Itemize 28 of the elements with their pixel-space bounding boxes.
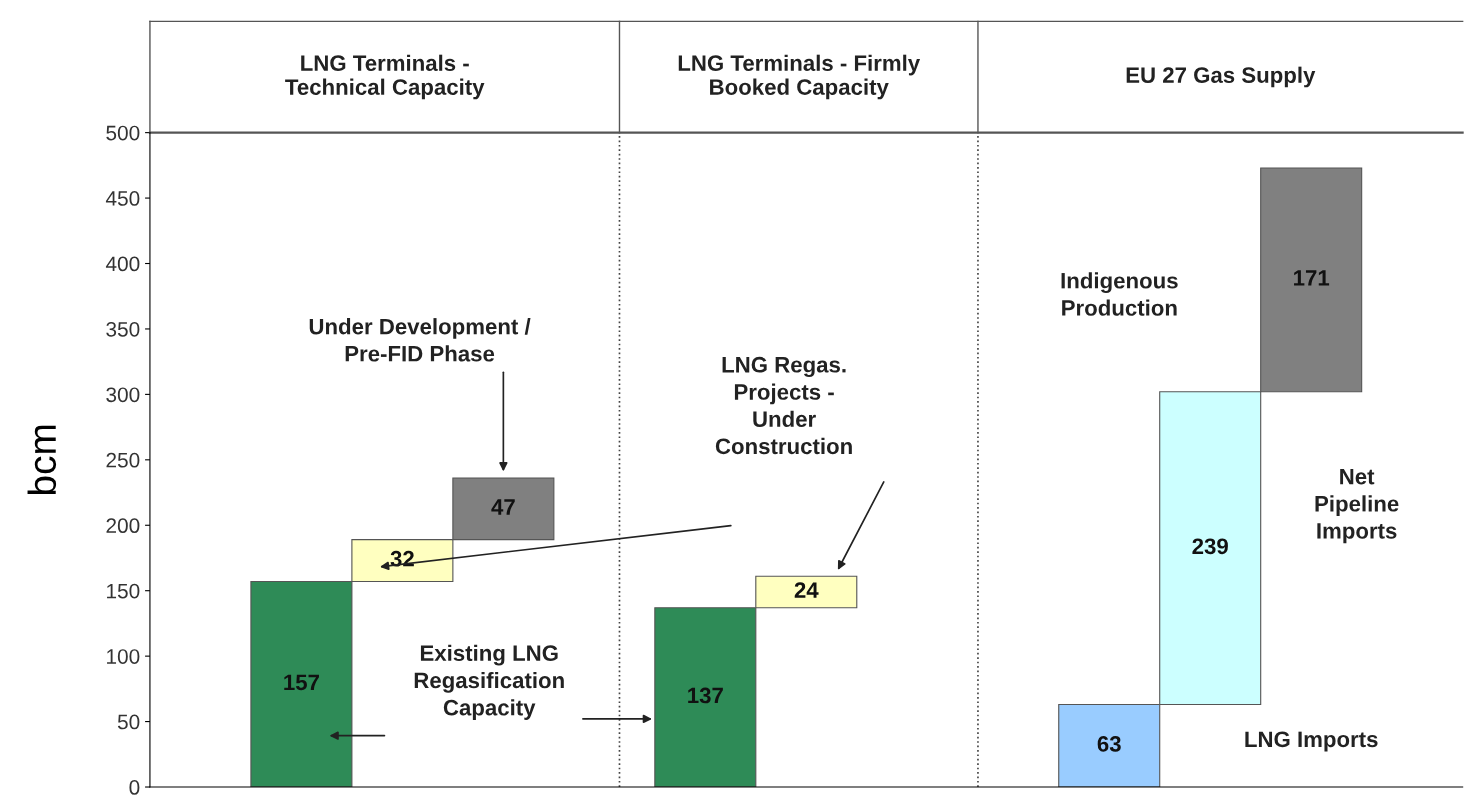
y-axis-title: bcm [27,425,57,495]
annotation: Indigenous Production [1061,272,1178,316]
text: LNG Terminals - Firmly Booked Capacity [678,54,921,100]
data-label: 47 [491,499,515,515]
data-label: 63 [1097,736,1121,752]
y-tick-label: 250 [106,452,140,468]
y-tick-label: 50 [117,714,140,730]
y-tick-label: 450 [105,191,140,206]
text: LNG Terminals - Technical Capacity [285,54,485,100]
annotation: Under Development / Pre-FID Phase [309,318,531,362]
annotation: LNG Regas. Projects - Under Construction [715,356,852,455]
annotation: Net Pipeline Imports [1315,468,1399,544]
data-label: 239 [1192,538,1228,555]
y-tick-label: 150 [107,583,140,599]
data-label: 24 [794,582,819,598]
y-tick-label: 100 [107,649,140,664]
y-tick-label: 400 [105,256,140,272]
y-tick-label: 300 [106,387,140,403]
annotation: LNG Imports [1245,731,1378,752]
data-label: 137 [688,687,723,704]
data-label: 171 [1294,270,1330,286]
data-label: 157 [284,674,319,691]
y-tick-label: 0 [129,780,140,795]
text: EU 27 Gas Supply [1126,66,1316,88]
y-tick-label: 200 [106,518,140,534]
y-tick-label: 500 [106,125,140,141]
y-tick-label: 350 [106,321,140,337]
annotation: Existing LNG Regasification Capacity [414,644,564,720]
